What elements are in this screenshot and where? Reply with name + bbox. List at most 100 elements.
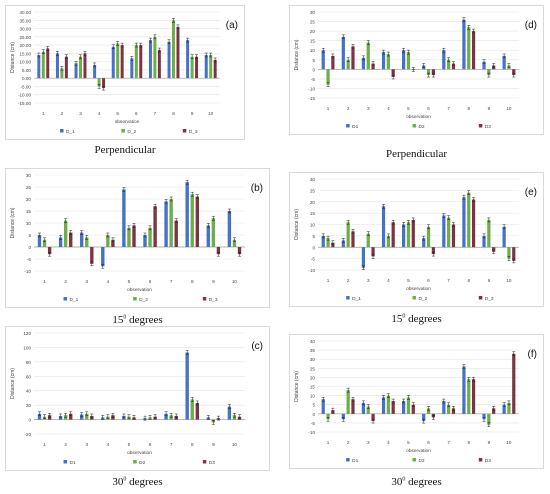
chart-panel-f: -10 -5 0 5 10 15 20 25 30 35 40 Distance (cm) 1 2 3 4 5 6…: [289, 334, 544, 469]
y-tick-label: -10: [308, 430, 315, 435]
bar-d2-obs-8: [190, 399, 194, 420]
chart-panel-b: -10 -5 0 5 10 15 20 25 30 Distance (cm) 1 2 3 4 5 6 7 8 9 1…: [5, 168, 270, 308]
y-tick-label: -5: [311, 77, 316, 82]
bar-d1-obs-7: [164, 201, 168, 247]
bar-d2-obs-5: [127, 227, 131, 247]
panel-label: (c): [251, 341, 263, 352]
x-tick-label: 6: [427, 106, 430, 111]
x-tick-label: 10: [506, 440, 512, 445]
panel-label: (b): [251, 183, 263, 194]
bar-d1-obs-8: [167, 41, 171, 79]
bar-d1-obs-6: [130, 58, 134, 79]
bar-d2-obs-1: [326, 413, 330, 420]
y-tick-label: 5: [312, 58, 315, 63]
bar-d1-obs-1: [321, 399, 325, 414]
x-tick-label: 4: [387, 440, 390, 445]
bar-d1-obs-9: [482, 61, 486, 70]
bar-d3-obs-6: [153, 206, 157, 247]
panel-label: (a): [226, 20, 238, 31]
bar-d1-obs-2: [341, 413, 345, 420]
bar-d3-obs-2: [351, 231, 355, 248]
caption-perpendicular-right: Perpendicular: [385, 148, 448, 160]
x-tick-label: 10: [232, 442, 238, 447]
x-tick-label: 5: [407, 278, 410, 283]
legend-swatch: [412, 458, 416, 462]
legend-swatch: [346, 296, 350, 300]
y-tick-label: 80: [26, 360, 32, 365]
bar-d2-obs-8: [467, 27, 471, 70]
caption-15-degrees-left-number: 15: [112, 314, 124, 326]
x-tick-label: 9: [488, 440, 491, 445]
x-tick-label: 1: [327, 278, 330, 283]
bar-d3-obs-5: [411, 219, 415, 248]
y-tick-label: 10: [310, 223, 316, 228]
y-tick-label: 20.00: [20, 43, 32, 48]
bar-d2-obs-1: [41, 51, 45, 79]
caption-15-degrees-right-number: 15: [391, 313, 403, 325]
bar-d1-obs-1: [37, 55, 41, 79]
chart-panel-c: -20 0 20 40 60 80 100 120 Distance (cm) 1 2 3 4 5 6 7 8 9…: [5, 326, 270, 471]
panel-label: (e): [525, 187, 537, 198]
bar-d3-obs-8: [471, 199, 476, 248]
x-tick-label: 2: [347, 440, 350, 445]
legend-swatch: [121, 129, 125, 133]
bar-d3-obs-9: [216, 247, 221, 255]
bar-d3-obs-7: [451, 224, 456, 248]
chart-e-svg: -10 -5 0 5 10 15 20 25 30 Distance (cm) 1 2 3 4 5 6 7 8 9 1…: [294, 177, 537, 302]
x-tick-label: 9: [212, 279, 215, 284]
x-tick-label: 4: [387, 278, 390, 283]
degree-superscript-30-left: 0: [123, 476, 127, 483]
caption-15-degrees-left-word: degrees: [126, 314, 163, 326]
y-tick-label: 40.00: [20, 10, 32, 15]
legend-swatch: [60, 129, 64, 133]
x-tick-label: 8: [467, 440, 470, 445]
y-tick-label: 30: [310, 357, 316, 362]
bar-d3-obs-5: [120, 45, 124, 79]
bar-d1-obs-5: [111, 46, 115, 79]
legend-label: D_2: [127, 129, 136, 135]
chart-b-svg: -10 -5 0 5 10 15 20 25 30 Distance (cm) 1 2 3 4 5 6 7 8 9 1…: [10, 173, 263, 303]
bar-d2-obs-3: [366, 42, 370, 70]
x-tick-label: 7: [447, 106, 450, 111]
bar-d3-obs-10: [512, 247, 516, 261]
x-tick-label: 2: [64, 279, 67, 284]
bar-d1-obs-4: [381, 206, 386, 248]
bar-d2-obs-9: [211, 218, 216, 247]
bar-d3-obs-8: [176, 26, 180, 79]
bar-d3-obs-2: [351, 399, 355, 414]
legend-label: D_3: [485, 296, 494, 302]
x-tick-label: 4: [98, 111, 101, 116]
caption-15-degrees-right: 150 degrees: [289, 313, 544, 325]
y-tick-label: 15.00: [20, 51, 32, 56]
bar-d2-obs-7: [153, 36, 157, 79]
bar-d3-obs-10: [237, 247, 242, 255]
bar-d1-obs-7: [442, 50, 446, 70]
bar-d2-obs-10: [232, 239, 237, 247]
legend-label: D3: [209, 460, 215, 466]
caption-30-degrees-right-number: 30: [391, 476, 403, 488]
y-tick-label: 15: [310, 385, 316, 390]
legend-label: D_1: [352, 296, 361, 302]
bar-d1-obs-3: [79, 414, 84, 420]
y-tick-label: 0: [28, 245, 31, 250]
bar-d1-obs-7: [148, 40, 152, 79]
x-tick-label: 10: [506, 106, 512, 111]
y-tick-label: 5.00: [22, 68, 31, 73]
caption-30-degrees-left-number: 30: [112, 476, 124, 488]
x-tick-label: 2: [61, 111, 64, 116]
bar-d3-obs-5: [132, 225, 136, 247]
y-tick-label: -5: [311, 421, 316, 426]
bar-d1-obs-3: [361, 402, 366, 414]
x-tick-label: 3: [367, 278, 370, 283]
x-tick-label: 3: [85, 442, 88, 447]
bar-d1-obs-9: [482, 235, 486, 248]
x-tick-label: 5: [128, 442, 131, 447]
legend-swatch: [346, 458, 350, 462]
bar-d2-obs-2: [346, 222, 350, 248]
bar-d1-obs-9: [482, 413, 486, 420]
y-tick-label: 25.00: [20, 35, 32, 40]
bar-d1-obs-7: [442, 215, 446, 248]
legend-label: D_3: [189, 129, 198, 135]
x-tick-label: 2: [347, 106, 350, 111]
chart-a-svg: -15.00 -10.00 -5.00 0.00 5.00 10.00 15.00 20.00…: [10, 10, 238, 135]
